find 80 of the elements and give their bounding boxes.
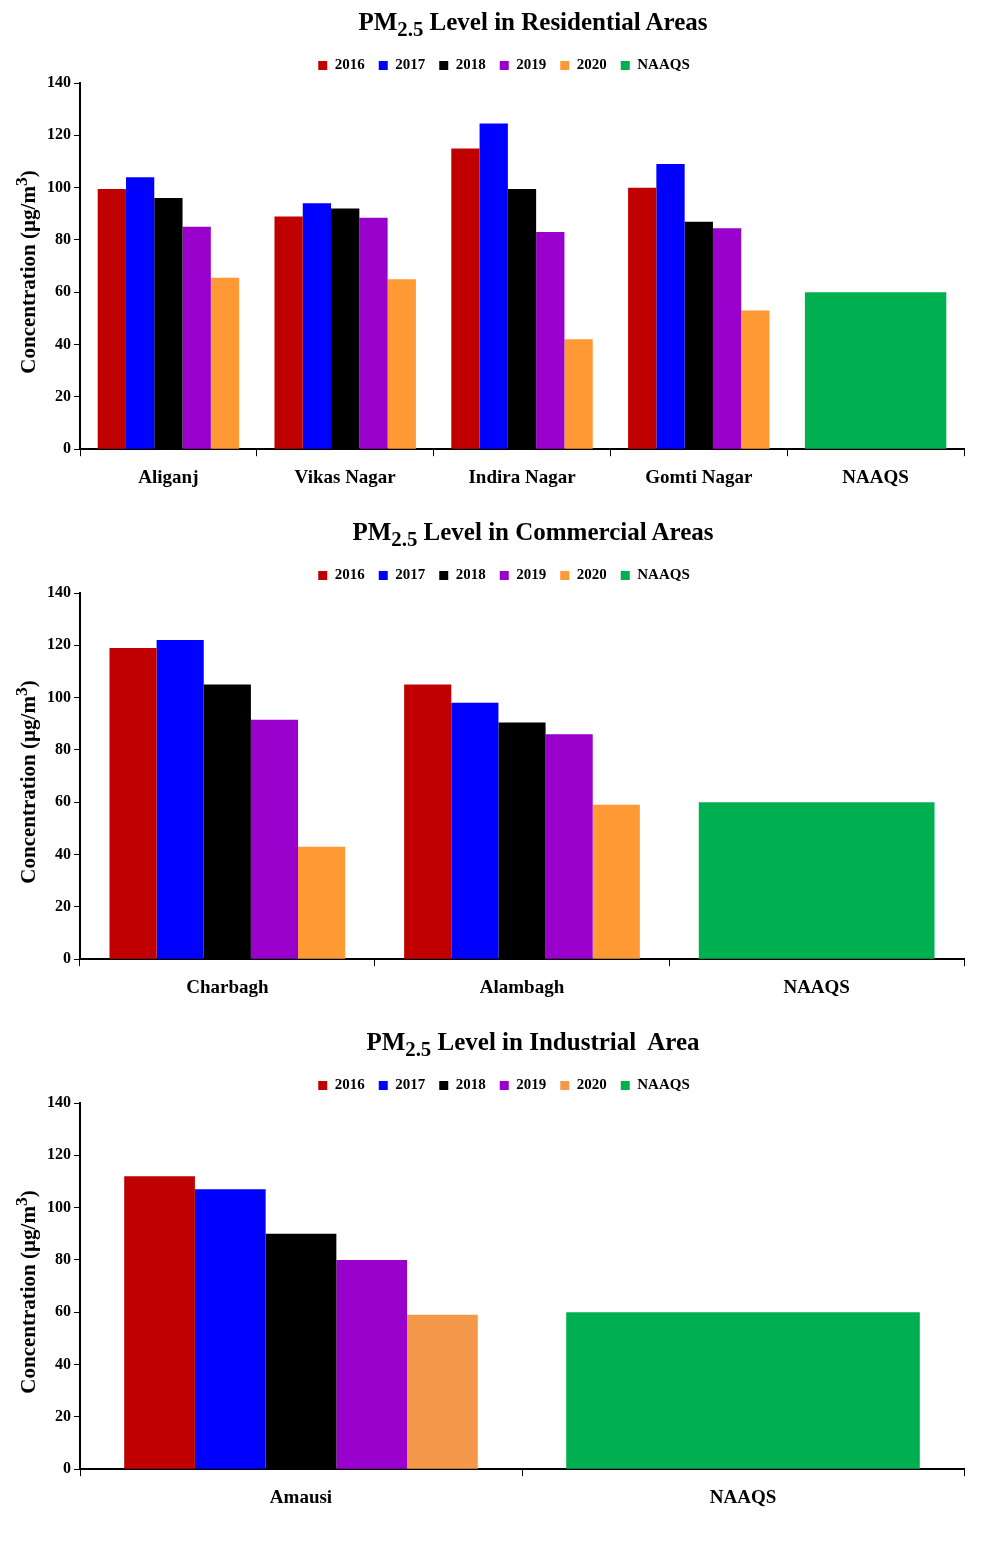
y-tick-label: 60 — [55, 282, 71, 300]
legend-label: 2016 — [334, 566, 366, 583]
legend-label: 2017 — [395, 566, 426, 583]
bar — [404, 684, 452, 959]
legend-label: 2020 — [576, 566, 607, 583]
y-tick-label: 80 — [55, 230, 71, 248]
chart-title: PM$_{2.5}$ Level in Industrial Area — [365, 1028, 701, 1063]
y-tick-label: 40 — [55, 334, 71, 352]
bar — [451, 702, 499, 959]
y-tick-label: 120 — [47, 125, 71, 143]
bar — [274, 216, 303, 449]
bar — [302, 203, 332, 449]
bar — [592, 804, 640, 959]
bar — [698, 802, 935, 959]
bar — [210, 277, 240, 449]
y-tick-label: 0 — [63, 1459, 71, 1477]
chart-title: PM$_{2.5}$ Level in Residential Areas — [357, 8, 709, 43]
y-tick-label: 100 — [47, 687, 71, 705]
x-tick-label: Aliganj — [138, 465, 199, 487]
bar — [479, 123, 508, 449]
y-tick-label: 20 — [55, 1407, 71, 1425]
bar — [628, 187, 657, 449]
x-tick-label: NAAQS — [842, 465, 909, 487]
legend-label: 2017 — [395, 56, 426, 73]
x-tick-label: Indira Nagar — [468, 465, 577, 487]
x-tick-label: Amausi — [269, 1485, 333, 1507]
y-tick-label: 80 — [55, 740, 71, 758]
bar — [298, 846, 346, 959]
bar — [536, 232, 565, 449]
bar — [741, 310, 770, 449]
y-tick-label: 140 — [47, 583, 71, 601]
y-tick-label: 100 — [47, 1197, 71, 1215]
x-tick-label: NAAQS — [783, 975, 850, 997]
bar — [359, 217, 388, 449]
y-tick-label: 100 — [47, 177, 71, 195]
bar — [656, 164, 685, 449]
legend-label: 2019 — [516, 1076, 547, 1093]
bar — [97, 188, 126, 449]
bar — [564, 339, 593, 449]
legend-label: NAAQS — [637, 1076, 690, 1093]
y-tick-label: 20 — [55, 387, 71, 405]
chart-title: PM$_{2.5}$ Level in Commercial Areas — [351, 518, 715, 553]
y-tick-label: 40 — [55, 844, 71, 862]
bar — [387, 279, 416, 449]
y-tick-label: 80 — [55, 1250, 71, 1268]
bar — [712, 228, 742, 449]
y-tick-label: 60 — [55, 1302, 71, 1320]
bar — [545, 734, 593, 959]
legend-label: 2017 — [395, 1076, 426, 1093]
x-tick-label: Charbagh — [186, 975, 269, 997]
y-tick-label: 120 — [47, 635, 71, 653]
bar — [125, 177, 155, 449]
bar — [250, 719, 299, 959]
bar — [804, 292, 947, 449]
legend-label: 2019 — [516, 566, 547, 583]
y-tick-label: 0 — [63, 439, 71, 457]
x-tick-label: Gomti Nagar — [645, 465, 753, 487]
y-tick-label: 140 — [47, 73, 71, 91]
legend-label: 2016 — [334, 1076, 366, 1093]
legend-label: 2020 — [576, 1076, 607, 1093]
legend-label: 2018 — [455, 1076, 486, 1093]
legend-label: 2018 — [455, 566, 486, 583]
x-tick-label: Vikas Nagar — [294, 465, 397, 487]
legend-label: 2020 — [576, 56, 607, 73]
y-tick-label: 0 — [63, 949, 71, 967]
y-tick-label: 140 — [47, 1093, 71, 1111]
legend-label: 2019 — [516, 56, 547, 73]
bar — [182, 226, 211, 449]
y-tick-label: 20 — [55, 897, 71, 915]
legend-label: 2018 — [455, 56, 486, 73]
legend-label: 2016 — [334, 56, 366, 73]
bar — [451, 148, 480, 449]
legend-label: NAAQS — [637, 566, 690, 583]
x-tick-label: Alambagh — [479, 975, 565, 997]
y-tick-label: 60 — [55, 792, 71, 810]
y-tick-label: 120 — [47, 1145, 71, 1163]
bar — [109, 647, 157, 959]
legend-label: NAAQS — [637, 56, 690, 73]
y-tick-label: 40 — [55, 1354, 71, 1372]
bar — [156, 640, 204, 959]
